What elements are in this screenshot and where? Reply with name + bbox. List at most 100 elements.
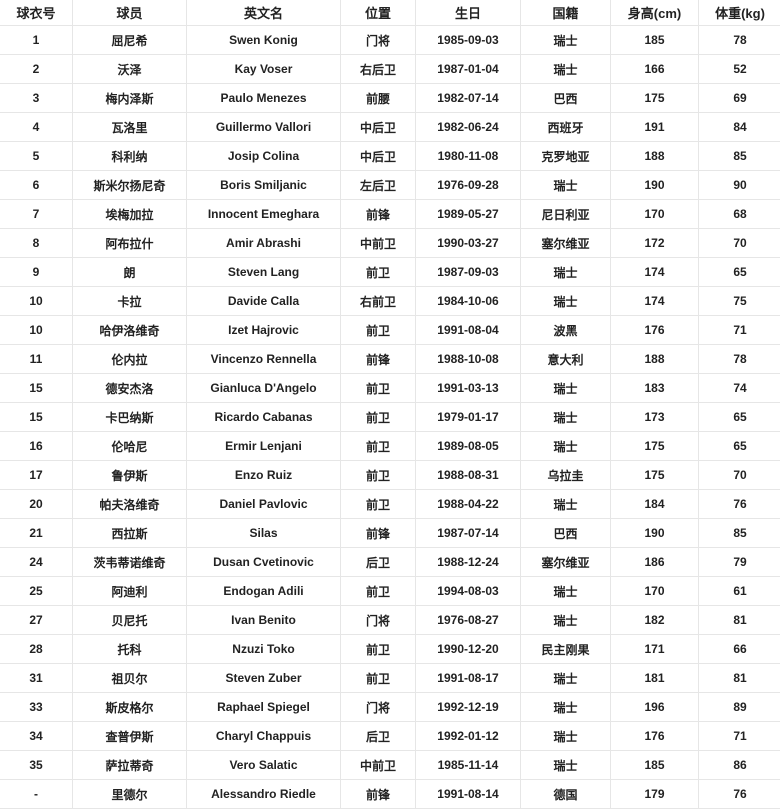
- cell-position: 门将: [341, 606, 416, 635]
- cell-position: 左后卫: [341, 171, 416, 200]
- cell-birthday: 1985-11-14: [416, 751, 521, 780]
- cell-position: 后卫: [341, 722, 416, 751]
- header-birthday[interactable]: 生日: [416, 0, 521, 26]
- cell-position: 前卫: [341, 316, 416, 345]
- cell-number: 35: [0, 751, 73, 780]
- cell-height: 171: [611, 635, 699, 664]
- cell-position: 前卫: [341, 664, 416, 693]
- cell-position: 前锋: [341, 519, 416, 548]
- cell-weight: 65: [699, 432, 780, 461]
- cell-position: 中后卫: [341, 113, 416, 142]
- cell-player: 德安杰洛: [73, 374, 187, 403]
- header-english-name[interactable]: 英文名: [187, 0, 341, 26]
- header-nationality[interactable]: 国籍: [521, 0, 611, 26]
- cell-weight: 65: [699, 258, 780, 287]
- cell-english-name: Amir Abrashi: [187, 229, 341, 258]
- cell-height: 170: [611, 200, 699, 229]
- cell-player: 卡巴纳斯: [73, 403, 187, 432]
- cell-height: 179: [611, 780, 699, 809]
- cell-birthday: 1989-08-05: [416, 432, 521, 461]
- cell-position: 中前卫: [341, 751, 416, 780]
- cell-number: -: [0, 780, 73, 809]
- cell-nationality: 瑞士: [521, 287, 611, 316]
- cell-weight: 90: [699, 171, 780, 200]
- cell-height: 175: [611, 432, 699, 461]
- cell-height: 183: [611, 374, 699, 403]
- cell-number: 9: [0, 258, 73, 287]
- cell-position: 门将: [341, 693, 416, 722]
- cell-birthday: 1976-09-28: [416, 171, 521, 200]
- cell-position: 前锋: [341, 200, 416, 229]
- cell-nationality: 瑞士: [521, 26, 611, 55]
- cell-nationality: 瑞士: [521, 55, 611, 84]
- cell-birthday: 1982-06-24: [416, 113, 521, 142]
- cell-birthday: 1994-08-03: [416, 577, 521, 606]
- cell-english-name: Ermir Lenjani: [187, 432, 341, 461]
- cell-nationality: 瑞士: [521, 171, 611, 200]
- cell-nationality: 瑞士: [521, 403, 611, 432]
- cell-position: 中前卫: [341, 229, 416, 258]
- cell-weight: 78: [699, 345, 780, 374]
- cell-player: 托科: [73, 635, 187, 664]
- cell-player: 沃泽: [73, 55, 187, 84]
- cell-weight: 70: [699, 461, 780, 490]
- cell-number: 25: [0, 577, 73, 606]
- cell-number: 17: [0, 461, 73, 490]
- header-number[interactable]: 球衣号: [0, 0, 73, 26]
- cell-position: 前卫: [341, 258, 416, 287]
- cell-english-name: Vero Salatic: [187, 751, 341, 780]
- cell-birthday: 1991-08-04: [416, 316, 521, 345]
- cell-english-name: Izet Hajrovic: [187, 316, 341, 345]
- cell-nationality: 瑞士: [521, 751, 611, 780]
- cell-weight: 65: [699, 403, 780, 432]
- cell-birthday: 1991-03-13: [416, 374, 521, 403]
- cell-english-name: Ricardo Cabanas: [187, 403, 341, 432]
- cell-number: 31: [0, 664, 73, 693]
- cell-position: 前卫: [341, 374, 416, 403]
- cell-nationality: 瑞士: [521, 374, 611, 403]
- cell-birthday: 1992-01-12: [416, 722, 521, 751]
- cell-english-name: Boris Smiljanic: [187, 171, 341, 200]
- cell-nationality: 瑞士: [521, 664, 611, 693]
- cell-number: 27: [0, 606, 73, 635]
- cell-nationality: 瑞士: [521, 258, 611, 287]
- cell-position: 右前卫: [341, 287, 416, 316]
- cell-player: 瓦洛里: [73, 113, 187, 142]
- cell-height: 176: [611, 722, 699, 751]
- cell-player: 科利纳: [73, 142, 187, 171]
- header-weight[interactable]: 体重(kg): [699, 0, 780, 26]
- cell-number: 6: [0, 171, 73, 200]
- cell-player: 里德尔: [73, 780, 187, 809]
- cell-weight: 78: [699, 26, 780, 55]
- cell-nationality: 巴西: [521, 519, 611, 548]
- cell-english-name: Raphael Spiegel: [187, 693, 341, 722]
- cell-birthday: 1991-08-14: [416, 780, 521, 809]
- cell-player: 鲁伊斯: [73, 461, 187, 490]
- cell-height: 185: [611, 751, 699, 780]
- cell-number: 10: [0, 316, 73, 345]
- cell-nationality: 瑞士: [521, 490, 611, 519]
- cell-height: 174: [611, 287, 699, 316]
- cell-height: 184: [611, 490, 699, 519]
- cell-birthday: 1992-12-19: [416, 693, 521, 722]
- cell-nationality: 巴西: [521, 84, 611, 113]
- header-height[interactable]: 身高(cm): [611, 0, 699, 26]
- cell-height: 188: [611, 142, 699, 171]
- cell-english-name: Josip Colina: [187, 142, 341, 171]
- header-position[interactable]: 位置: [341, 0, 416, 26]
- cell-nationality: 乌拉圭: [521, 461, 611, 490]
- header-player[interactable]: 球员: [73, 0, 187, 26]
- cell-birthday: 1980-11-08: [416, 142, 521, 171]
- cell-player: 祖贝尔: [73, 664, 187, 693]
- cell-height: 186: [611, 548, 699, 577]
